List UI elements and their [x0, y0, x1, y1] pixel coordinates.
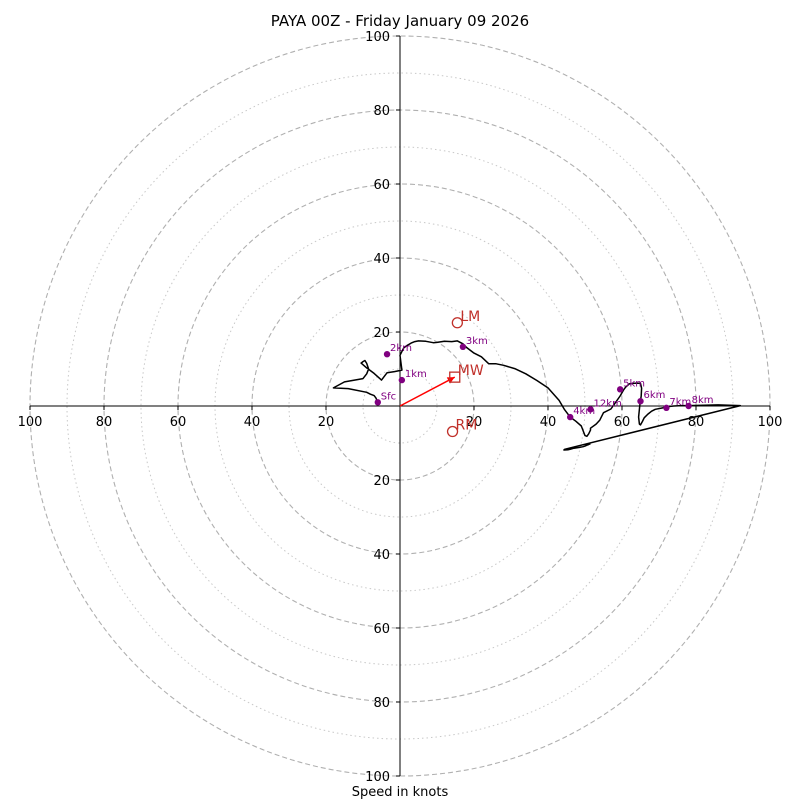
x-tick-label-right: 80 — [688, 415, 705, 430]
height-point-7km — [663, 404, 670, 412]
marker-rm-circle — [446, 425, 459, 438]
y-tick-label-bottom: 40 — [373, 548, 390, 563]
height-point-5km — [616, 386, 624, 393]
x-tick-label-right: 100 — [758, 415, 783, 430]
y-tick-label-top: 100 — [365, 30, 390, 45]
height-point-label-7km: 7km — [669, 397, 691, 408]
marker-lm-circle — [451, 317, 464, 329]
height-point-label-8km: 8km — [692, 395, 714, 406]
height-point-1km — [398, 376, 406, 384]
height-point-label-1km: 1km — [405, 369, 427, 380]
marker-mw-label: MW — [458, 363, 484, 379]
storm-motion-shaft — [399, 376, 456, 407]
x-tick-label-left: 100 — [18, 415, 43, 430]
storm-motion-markers: LM MW RM — [446, 309, 484, 438]
storm-motion-arrow — [399, 376, 456, 407]
height-point-2km — [383, 351, 391, 358]
chart-title: PAYA 00Z - Friday January 09 2026 — [271, 12, 529, 30]
hodograph-line — [332, 340, 742, 451]
y-tick-label-top: 60 — [373, 178, 390, 193]
height-point-4km — [567, 413, 574, 421]
height-point-label-5km: 5km — [623, 378, 645, 389]
height-point-label-3km: 3km — [466, 336, 488, 347]
marker-lm-label: LM — [460, 309, 480, 325]
x-tick-label-right: 40 — [540, 415, 557, 430]
x-tick-label-left: 80 — [96, 415, 113, 430]
y-tick-label-top: 80 — [373, 104, 390, 119]
height-point-label-sfc: Sfc — [381, 391, 396, 402]
y-tick-label-bottom: 100 — [365, 770, 390, 785]
height-point-3km — [459, 343, 467, 350]
x-tick-label-left: 60 — [170, 415, 187, 430]
height-point-6km — [637, 397, 644, 405]
y-tick-label-top: 20 — [373, 326, 390, 341]
y-tick-label-top: 40 — [373, 252, 390, 267]
marker-rm-label: RM — [456, 418, 478, 434]
hodograph-profile — [332, 340, 742, 451]
x-axis-label: Speed in knots — [352, 785, 449, 800]
y-tick-label-bottom: 80 — [373, 696, 390, 711]
y-tick-label-bottom: 60 — [373, 622, 390, 637]
marker-mw-square — [449, 371, 461, 383]
height-point-label-12km: 12km — [594, 398, 622, 409]
x-tick-label-right: 20 — [466, 415, 483, 430]
height-point-sfc — [374, 399, 381, 406]
height-point-12km — [587, 406, 594, 413]
height-point-label-4km: 4km — [573, 406, 595, 417]
storm-motion-arrowhead — [446, 377, 455, 384]
y-tick-label-bottom: 20 — [373, 474, 390, 489]
tick-labels: 100 80 60 40 20 20 40 60 80 100 20 40 60 80 100 20 40 60 8… — [18, 30, 783, 785]
x-tick-label-right: 60 — [614, 415, 631, 430]
height-point-label-6km: 6km — [644, 390, 666, 401]
height-point-label-2km: 2km — [390, 343, 412, 354]
x-tick-label-left: 20 — [318, 415, 335, 430]
x-tick-label-left: 40 — [244, 415, 261, 430]
height-point-8km — [685, 402, 692, 410]
